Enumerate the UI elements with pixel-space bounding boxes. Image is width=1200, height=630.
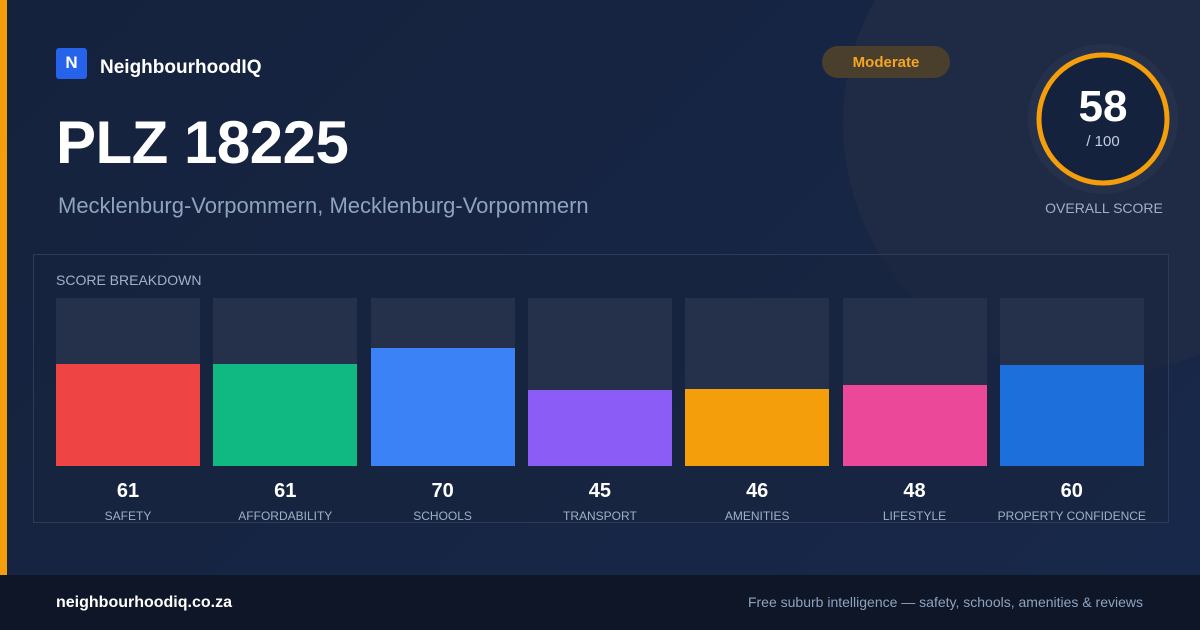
bar-track <box>213 298 358 466</box>
page-title: PLZ 18225 <box>56 109 349 176</box>
bar-track <box>527 298 672 466</box>
bar-fill <box>213 363 358 466</box>
bar-track <box>842 298 987 466</box>
score-breakdown-title: SCORE BREAKDOWN <box>56 272 202 288</box>
bar-label: SAFETY <box>104 509 152 523</box>
bar-label: AMENITIES <box>724 509 790 523</box>
bar-fill <box>685 388 830 466</box>
bar-value: 48 <box>903 480 926 502</box>
footer: neighbourhoodiq.co.za Free suburb intell… <box>0 575 1200 630</box>
bar-value: 60 <box>1060 480 1083 502</box>
bar-value: 45 <box>588 480 612 502</box>
bar-fill <box>527 390 672 466</box>
footer-tagline: Free suburb intelligence — safety, schoo… <box>747 594 1143 610</box>
bar-fill <box>370 348 515 466</box>
bar-track <box>999 298 1144 466</box>
bar-label: PROPERTY CONFIDENCE <box>997 509 1146 523</box>
bar-label: LIFESTYLE <box>882 509 947 523</box>
bar-label: AFFORDABILITY <box>238 509 333 523</box>
rating-badge: Moderate <box>822 46 950 78</box>
bar-fill <box>56 363 200 466</box>
bar-value: 61 <box>116 480 140 502</box>
overall-score-ring: 58 / 100 <box>1028 44 1178 194</box>
overall-score-value: 58 <box>1078 82 1128 131</box>
score-bar-property-confidence: 60 PROPERTY CONFIDENCE <box>998 298 1146 523</box>
score-bar-schools: 70 SCHOOLS <box>370 298 515 523</box>
footer-domain-link[interactable]: neighbourhoodiq.co.za <box>56 594 232 611</box>
score-bar-affordability: 61 AFFORDABILITY <box>213 298 358 523</box>
score-ring-graphic <box>1028 44 1178 194</box>
score-bar-amenities: 46 AMENITIES <box>685 298 830 523</box>
bar-fill <box>842 385 987 466</box>
score-bar-safety: 61 SAFETY <box>56 298 200 523</box>
bar-label: TRANSPORT <box>562 509 637 523</box>
bar-track <box>685 298 830 466</box>
bar-fill <box>999 365 1144 466</box>
bar-track <box>370 298 515 466</box>
bar-value: 61 <box>274 480 297 502</box>
bar-value: 46 <box>746 480 769 502</box>
score-breakdown-panel: SCORE BREAKDOWN 61 SAFETY 61 AFFORDABILITY 7… <box>33 254 1169 523</box>
score-bar-transport: 45 TRANSPORT <box>527 298 672 523</box>
accent-bar <box>0 0 7 575</box>
brand[interactable]: N NeighbourhoodIQ <box>56 47 261 79</box>
location-subtitle: Mecklenburg-Vorpommern, Mecklenburg-Vorp… <box>58 193 589 218</box>
bar-label: SCHOOLS <box>413 509 472 523</box>
brand-logo-icon: N <box>56 47 87 79</box>
overall-score-max: / 100 <box>1086 133 1120 150</box>
brand-name: NeighbourhoodIQ <box>100 57 262 78</box>
score-bar-lifestyle: 48 LIFESTYLE <box>842 298 987 523</box>
bar-track <box>56 298 200 466</box>
overall-score-caption: OVERALL SCORE <box>1045 200 1163 216</box>
bar-value: 70 <box>431 480 454 502</box>
